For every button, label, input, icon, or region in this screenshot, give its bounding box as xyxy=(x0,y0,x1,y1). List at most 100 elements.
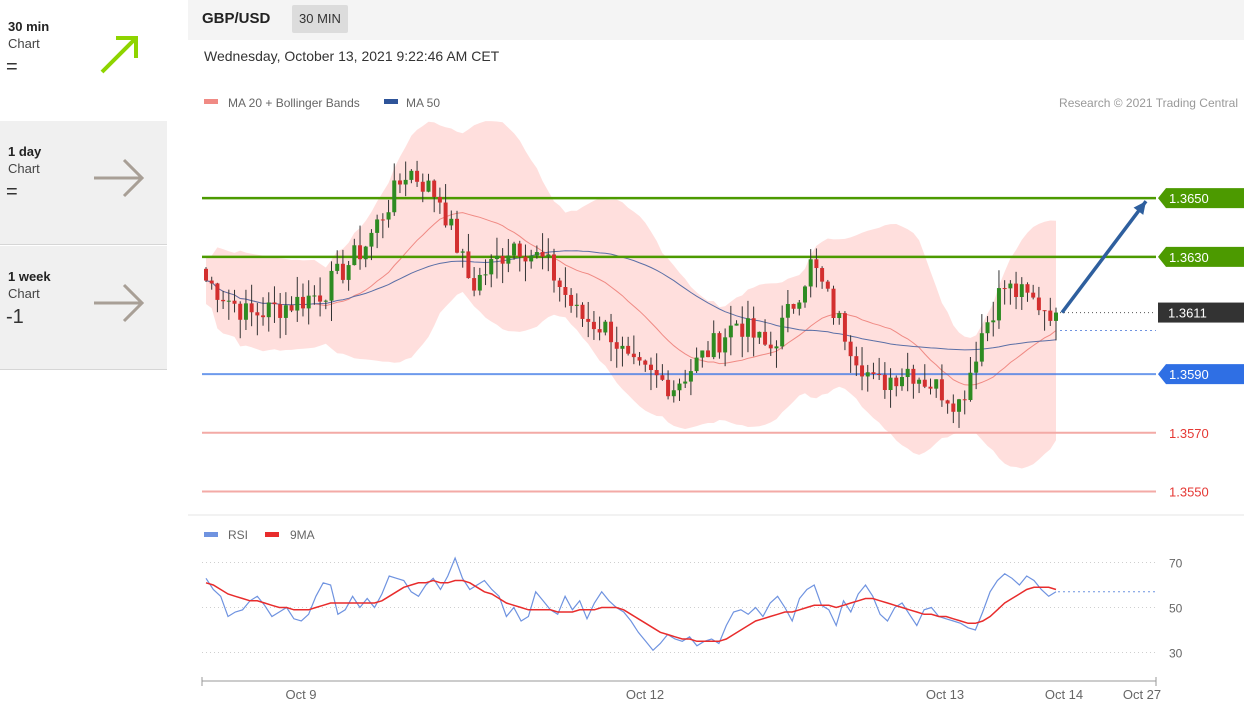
candle-body xyxy=(249,303,254,313)
timeframe-subtitle: Chart xyxy=(8,161,40,176)
forecast-arrow-head xyxy=(1133,201,1146,215)
ma20-legend-label: MA 20 + Bollinger Bands xyxy=(228,96,360,110)
forecast-arrow-line xyxy=(1060,200,1148,314)
candle-body xyxy=(723,337,728,353)
candle-body xyxy=(894,377,899,387)
timeframe-1day-card[interactable]: 1 day Chart = xyxy=(0,121,167,245)
timeframe-badge[interactable]: 30 MIN xyxy=(292,5,348,33)
candle-body xyxy=(945,400,950,404)
candle-body xyxy=(420,181,425,192)
ma50-line xyxy=(205,250,1057,351)
candle-body xyxy=(968,372,973,400)
candle-body xyxy=(609,321,614,343)
current-price-label: 1.3611 xyxy=(1168,306,1207,321)
candle-body xyxy=(221,299,226,302)
ma9-legend-label: 9MA xyxy=(290,528,315,542)
candle-body xyxy=(580,304,585,319)
candle-body xyxy=(831,288,836,319)
candle-body xyxy=(386,212,391,220)
chart-toolbar: GBP/USD 30 MIN xyxy=(188,0,1244,40)
candle-body xyxy=(546,254,551,257)
candle-body xyxy=(882,374,887,391)
candle-body xyxy=(683,381,688,384)
pivot-label: 1.3590 xyxy=(1169,367,1209,382)
x-tick-label: Oct 27 xyxy=(1123,687,1161,702)
current-price-badge xyxy=(1158,302,1244,323)
candle-body xyxy=(637,357,642,361)
rsi-legend-label: RSI xyxy=(228,528,248,542)
candle-body xyxy=(278,304,283,318)
timeframe-1week-card[interactable]: 1 week Chart -1 xyxy=(0,246,167,370)
candle-body xyxy=(409,170,414,180)
candle-body xyxy=(300,296,305,309)
candle-body xyxy=(283,305,288,318)
support-label: 1.3570 xyxy=(1169,426,1209,441)
candle-body xyxy=(774,346,779,349)
candle-body xyxy=(363,246,368,260)
candle-body xyxy=(1054,312,1058,321)
candle-body xyxy=(597,329,602,333)
candle-body xyxy=(797,302,802,309)
candle-body xyxy=(631,353,636,358)
candle-body xyxy=(204,268,208,281)
candle-body xyxy=(238,303,243,320)
candle-body xyxy=(529,255,534,262)
ma20-legend-swatch xyxy=(204,99,218,104)
candle-body xyxy=(911,368,916,384)
timeframe-title: 1 week xyxy=(8,269,51,284)
resistance-label: 1.3650 xyxy=(1169,191,1209,206)
candle-body xyxy=(706,350,711,358)
candle-body xyxy=(500,255,505,264)
candle-body xyxy=(591,321,596,330)
price-chart[interactable]: MA 20 + Bollinger Bands MA 50 Research © 2… xyxy=(188,0,1244,707)
candle-body xyxy=(603,321,608,333)
ma50-legend-label: MA 50 xyxy=(406,96,440,110)
candle-body xyxy=(688,371,693,382)
resistance-badge xyxy=(1158,246,1244,267)
timeframe-title: 1 day xyxy=(8,144,42,159)
candle-body xyxy=(888,377,893,391)
candle-body xyxy=(586,318,591,322)
candle-body xyxy=(329,270,334,301)
candle-body xyxy=(226,300,231,302)
candle-body xyxy=(375,219,380,233)
candle-body xyxy=(848,341,853,357)
candle-body xyxy=(643,360,648,365)
up-right-arrow-icon xyxy=(100,36,138,74)
candle-body xyxy=(215,283,220,300)
candle-body xyxy=(472,278,477,291)
candle-body xyxy=(842,313,847,342)
candle-body xyxy=(1036,297,1041,311)
copyright-text: Research © 2021 Trading Central xyxy=(1059,96,1238,110)
candle-body xyxy=(825,281,830,289)
candle-body xyxy=(563,287,568,295)
candle-body xyxy=(534,252,539,256)
timeframe-title: 30 min xyxy=(8,19,50,34)
candle-body xyxy=(666,379,671,397)
candle-body xyxy=(962,399,967,401)
candle-body xyxy=(1008,283,1013,289)
candle-body xyxy=(346,265,351,280)
candle-body xyxy=(802,286,807,303)
candle-body xyxy=(620,345,625,349)
candle-body xyxy=(626,345,631,354)
rsi-tick-label: 50 xyxy=(1169,602,1183,616)
right-arrow-icon xyxy=(94,158,145,198)
candle-body xyxy=(335,263,340,271)
rsi-tick-label: 70 xyxy=(1169,557,1183,571)
timeframe-subtitle: Chart xyxy=(8,36,40,51)
candle-body xyxy=(540,252,545,257)
timeframe-30min-card[interactable]: 30 min Chart = xyxy=(0,0,167,124)
candle-body xyxy=(854,356,859,366)
candle-body xyxy=(323,300,328,302)
candle-body xyxy=(614,342,619,349)
candle-body xyxy=(768,344,773,349)
candle-body xyxy=(648,364,653,371)
candle-body xyxy=(939,379,944,401)
candle-body xyxy=(860,365,865,377)
candle-body xyxy=(677,383,682,391)
candle-body xyxy=(426,180,431,192)
x-tick-label: Oct 9 xyxy=(285,687,316,702)
candle-body xyxy=(1031,292,1036,298)
candle-body xyxy=(985,322,990,334)
